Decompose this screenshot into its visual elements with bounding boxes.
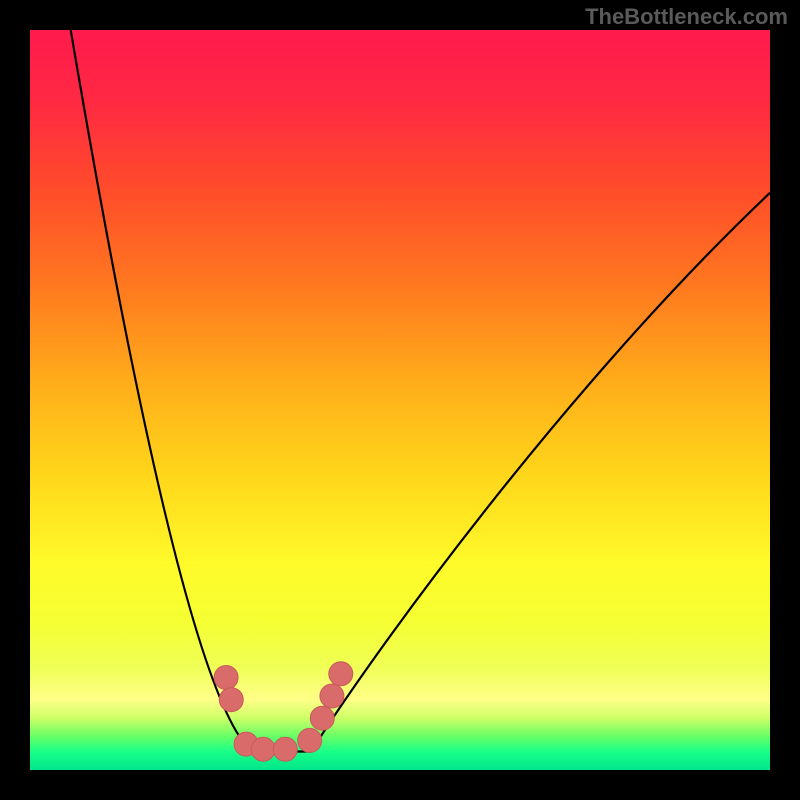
marker-point xyxy=(219,688,243,712)
chart-container: TheBottleneck.com xyxy=(0,0,800,800)
marker-point xyxy=(214,666,238,690)
chart-svg xyxy=(0,0,800,800)
marker-point xyxy=(310,706,334,730)
marker-point xyxy=(273,737,297,761)
marker-point xyxy=(298,728,322,752)
marker-point xyxy=(329,662,353,686)
marker-point xyxy=(320,684,344,708)
plot-background xyxy=(30,30,770,770)
marker-point xyxy=(251,737,275,761)
